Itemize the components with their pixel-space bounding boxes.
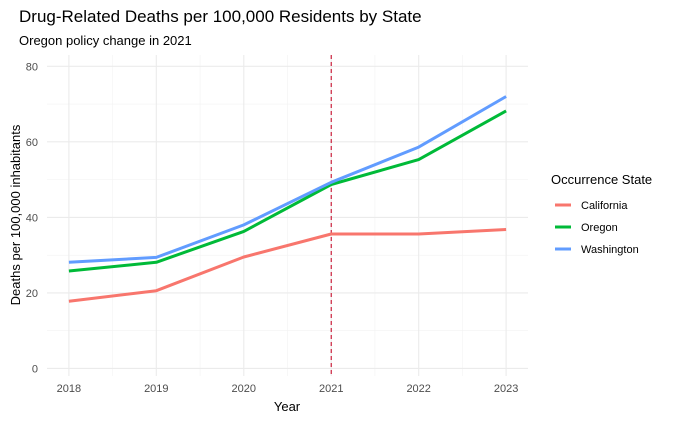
x-tick-label: 2018	[57, 383, 81, 395]
x-tick-label: 2019	[144, 383, 168, 395]
series-line-oregon	[68, 109, 507, 273]
legend-title: Occurrence State	[551, 172, 652, 187]
x-tick-label: 2022	[406, 383, 430, 395]
grid-lines	[47, 55, 528, 376]
chart-title: Drug-Related Deaths per 100,000 Resident…	[19, 7, 422, 26]
y-tick-labels: 0 20 40 60 80	[26, 61, 38, 375]
y-tick-label: 0	[32, 363, 38, 375]
x-tick-label: 2021	[319, 383, 343, 395]
chart-subtitle: Oregon policy change in 2021	[19, 33, 192, 48]
x-tick-labels: 2018 2019 2020 2021 2022 2023	[57, 383, 519, 395]
y-tick-label: 20	[26, 288, 38, 300]
x-tick-label: 2023	[494, 383, 518, 395]
legend-label-oregon: Oregon	[581, 222, 618, 234]
x-tick-label: 2020	[232, 383, 256, 395]
legend: Occurrence State California Oregon Washing…	[551, 172, 652, 256]
y-tick-label: 40	[26, 212, 38, 224]
y-axis-title: Deaths per 100,000 inhabitants	[8, 124, 23, 305]
series-lines	[68, 95, 507, 303]
y-tick-label: 80	[26, 61, 38, 73]
x-axis-title: Year	[274, 399, 301, 414]
legend-label-california: California	[581, 200, 628, 212]
series-line-washington	[68, 95, 507, 264]
legend-label-washington: Washington	[581, 244, 639, 256]
y-tick-label: 60	[26, 137, 38, 149]
series-line-california	[68, 228, 507, 303]
